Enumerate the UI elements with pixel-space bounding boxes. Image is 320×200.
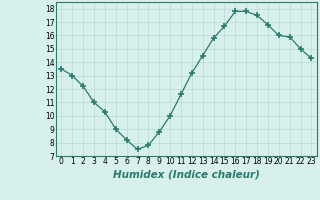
X-axis label: Humidex (Indice chaleur): Humidex (Indice chaleur) bbox=[113, 169, 260, 179]
